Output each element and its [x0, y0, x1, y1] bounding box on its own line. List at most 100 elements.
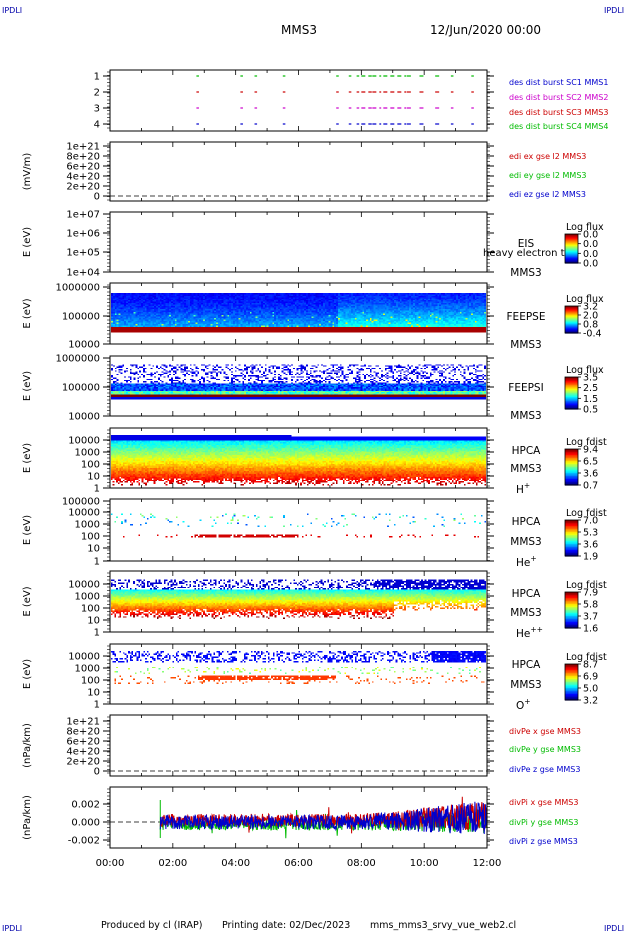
instrument-label: HPCA [512, 445, 542, 457]
species-label: H+ [516, 481, 530, 496]
colorbar-title: Log fdist [566, 437, 607, 448]
colorbar-tick-label: 0.8 [583, 320, 598, 331]
y-tick-label: 0.000 [71, 818, 100, 829]
colorbar-segment [565, 527, 578, 530]
colorbar-segment [565, 592, 578, 595]
y-tick-label: 1e+21 [66, 717, 100, 728]
colorbar-title: Log fdist [566, 652, 607, 663]
colorbar-segment [565, 319, 578, 322]
colorbar-segment [565, 461, 578, 464]
y-tick-label: 10000 [68, 340, 100, 351]
y-tick-label: 1e+07 [66, 210, 100, 221]
y-tick-label: 1 [94, 484, 100, 495]
y-tick-label: 1 [94, 700, 100, 711]
legend-entry: edi ey gse l2 MMS3 [509, 171, 587, 180]
legend-entry: des dist burst SC4 MMS4 [509, 122, 608, 131]
y-axis-label: (nPa/km) [22, 723, 33, 768]
instrument-label: HPCA [512, 659, 542, 671]
spacecraft-label: MMS3 [510, 536, 541, 548]
spacecraft-label: MMS3 [510, 679, 541, 691]
colorbar-segment [565, 620, 578, 623]
x-tick-label: 04:00 [221, 858, 250, 869]
colorbar-segment [565, 397, 578, 399]
colorbar-segment [565, 521, 578, 524]
panel-axes: 1 2 3 4 [94, 69, 494, 132]
colorbar-segment [565, 310, 578, 313]
colorbar-segment [565, 240, 578, 242]
legend-entry: divPi x gse MMS3 [509, 798, 578, 807]
colorbar-segment [565, 256, 578, 259]
colorbar-segment [565, 610, 578, 613]
colorbar-tick-label: 0.0 [583, 239, 598, 250]
y-axis-label: E (eV) [22, 371, 33, 401]
x-tick-label: 06:00 [284, 858, 313, 869]
legend-entry: divPi y gse MMS3 [509, 818, 578, 827]
y-tick-label: 100 [81, 532, 100, 543]
colorbar-segment [565, 450, 578, 453]
colorbar-segment [565, 623, 578, 626]
colorbar-segment [565, 260, 578, 263]
colorbar-segment [565, 258, 578, 260]
x-axis: 00:00 02:00 04:00 06:00 08:00 10:00 12:00 [96, 858, 502, 869]
y-tick-label: 8e+20 [66, 152, 100, 163]
colorbar-segment [565, 694, 578, 697]
y-tick-label: 4e+20 [66, 172, 100, 183]
y-tick-label: 8e+20 [66, 727, 100, 738]
colorbar-segment [565, 685, 578, 688]
colorbar-segment [565, 306, 578, 308]
colorbar-tick-label: 7.0 [583, 516, 598, 527]
legend-entry: des dist burst SC1 MMS1 [509, 78, 608, 87]
colorbar-segment [565, 377, 578, 379]
y-tick-label: 100000 [62, 497, 100, 508]
colorbar-segment [565, 482, 578, 485]
panel-plot-area [111, 500, 486, 560]
y-tick-label: 1000000 [55, 354, 100, 365]
colorbar-segment [565, 474, 578, 477]
colorbar-segment [565, 242, 578, 245]
y-tick-label: 10000 [68, 652, 100, 663]
y-axis-label: E (eV) [22, 443, 33, 473]
panel-axes: 1e+04 1e+05 1e+06 1e+07 E (eV) [22, 210, 494, 279]
colorbar-segment [565, 243, 578, 246]
panel-frame [109, 69, 488, 132]
colorbar-segment [565, 322, 578, 325]
colorbar-segment [565, 455, 578, 458]
colorbar-segment [565, 665, 578, 668]
footer-printing-date: Printing date: 02/Dec/2023 [222, 920, 351, 931]
colorbar-segment [565, 526, 578, 529]
colorbar-segment [565, 473, 578, 476]
colorbar-tick-label: 2.5 [583, 383, 598, 394]
colorbar-segment [565, 532, 578, 535]
colorbar-segment [565, 596, 578, 599]
panel-plot-area [111, 645, 486, 703]
colorbar-segment [565, 325, 578, 327]
colorbar-segment [565, 383, 578, 386]
colorbar-segment [565, 320, 578, 323]
colorbar-segment [565, 542, 578, 545]
colorbar-segment [565, 405, 578, 407]
colorbar-segment [565, 470, 578, 473]
colorbar-segment [565, 329, 578, 332]
colorbar-segment [565, 692, 578, 695]
colorbar-segment [565, 695, 578, 698]
colorbar-segment [565, 554, 578, 557]
instrument-label: HPCA [512, 588, 542, 600]
y-tick-label: 100 [81, 460, 100, 471]
colorbar-tick-label: 0.0 [583, 259, 598, 270]
x-tick-label: 08:00 [347, 858, 376, 869]
colorbar-tick-label: 8.7 [583, 660, 598, 671]
colorbar-segment [565, 674, 578, 677]
colorbar-tick-label: 0.5 [583, 405, 598, 416]
colorbar-segment [565, 477, 578, 480]
footer-filename: mms_mms3_srvy_vue_web2.cl [370, 920, 517, 931]
colorbar-segment [565, 625, 578, 628]
colorbar-segment [565, 476, 578, 479]
panel-feeps-e: 10000 100000 1000000 E (eV) FEEPSE MMS3 Log fl… [22, 282, 604, 351]
colorbar-frame [564, 448, 579, 486]
colorbar-segment [565, 598, 578, 601]
colorbar-segment [565, 671, 578, 674]
y-tick-label: 10000 [68, 508, 100, 519]
